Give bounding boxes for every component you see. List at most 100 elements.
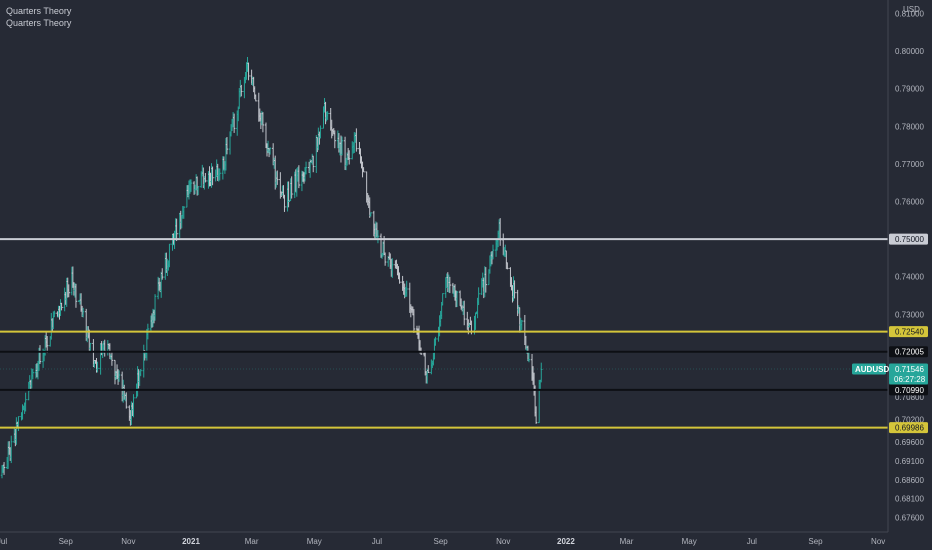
ohlc-bar [412, 309, 416, 333]
ohlc-bar [110, 351, 114, 366]
svg-text:AUDUSD: AUDUSD [855, 365, 889, 374]
level-price-tag: 0.72005 [889, 346, 928, 358]
x-tick-label: Sep [433, 537, 448, 546]
ohlc-bar [290, 176, 293, 199]
ohlc-bar [247, 62, 250, 81]
ohlc-bar [125, 392, 128, 409]
ohlc-bar [369, 212, 372, 217]
y-tick-label: 0.76000 [895, 198, 924, 207]
ohlc-bar [53, 310, 56, 318]
y-tick-label: 0.77000 [895, 160, 924, 169]
ohlc-bar [261, 112, 265, 133]
ohlc-bar [513, 280, 516, 299]
ohlc-bar [175, 218, 178, 242]
ohlc-bar [391, 258, 394, 278]
ohlc-bar [463, 300, 466, 326]
ohlc-bar [211, 166, 214, 186]
svg-text:0.72005: 0.72005 [895, 348, 924, 357]
ohlc-bar [333, 130, 337, 149]
ohlc-bar [225, 137, 229, 155]
svg-text:0.75000: 0.75000 [895, 235, 924, 244]
x-tick-label: Mar [620, 537, 634, 546]
y-tick-label: 0.69100 [895, 457, 924, 466]
ohlc-bar [448, 276, 452, 294]
ohlc-bar [477, 287, 480, 306]
ohlc-bar [340, 136, 344, 156]
ohlc-bar [312, 155, 315, 173]
ohlc-bar [81, 307, 85, 318]
ohlc-bar [427, 365, 430, 374]
bar-countdown: 06:27:28 [894, 375, 926, 384]
price-axis-background[interactable] [888, 0, 932, 532]
x-tick-label: Jul [0, 537, 7, 546]
ohlc-bar [10, 435, 13, 464]
svg-text:0.70990: 0.70990 [895, 386, 924, 395]
y-tick-label: 0.78000 [895, 122, 924, 131]
ohlc-bar [89, 342, 92, 353]
ohlc-bar [319, 125, 322, 139]
ohlc-bar [534, 406, 538, 424]
y-tick-label: 0.79000 [895, 85, 924, 94]
ohlc-bar [276, 170, 279, 185]
ohlc-bar [283, 194, 286, 212]
ohlc-bar [161, 268, 164, 280]
ohlc-bar [268, 147, 272, 155]
x-tick-label: Jul [372, 537, 382, 546]
x-tick-label: May [307, 537, 322, 546]
ohlc-bar [491, 244, 495, 260]
x-tick-label: Jul [747, 537, 757, 546]
x-tick-label: May [682, 537, 697, 546]
ohlc-bar [232, 113, 236, 133]
ohlc-bar [117, 370, 121, 382]
ohlc-bar [218, 168, 221, 181]
x-tick-label: 2021 [182, 537, 200, 546]
ohlc-bar [60, 302, 63, 311]
ohlc-bar [405, 280, 408, 297]
y-tick-label: 0.74000 [895, 273, 924, 282]
ohlc-bar [45, 336, 49, 354]
level-price-tag: 0.70990 [889, 384, 928, 396]
ohlc-bar [398, 272, 401, 284]
ohlc-bar [297, 165, 301, 189]
y-tick-label: 0.68600 [895, 476, 924, 485]
ohlc-bar [355, 128, 358, 152]
y-tick-label: 0.73000 [895, 310, 924, 319]
x-tick-label: Nov [871, 537, 885, 546]
level-price-tag: 0.69986 [889, 422, 928, 434]
svg-text:0.72540: 0.72540 [895, 328, 924, 337]
y-tick-label: 0.70200 [895, 416, 924, 425]
svg-text:0.71546: 0.71546 [895, 365, 924, 374]
ohlc-bar [254, 94, 257, 102]
ohlc-bar [204, 173, 207, 183]
ohlc-bar [168, 243, 171, 268]
y-tick-label: 0.67600 [895, 513, 924, 522]
ohlc-bar [31, 369, 35, 380]
ohlc-bar [132, 394, 135, 418]
ohlc-bar [304, 161, 308, 175]
time-axis-background[interactable] [0, 532, 932, 550]
svg-text:0.69986: 0.69986 [895, 424, 924, 433]
ohlc-bar [74, 283, 78, 308]
ohlc-bar [182, 206, 186, 219]
ohlc-bar [196, 186, 200, 196]
x-tick-label: Nov [121, 537, 135, 546]
ohlc-bar [240, 84, 243, 97]
x-tick-label: 2022 [557, 537, 575, 546]
ohlc-bar [24, 392, 27, 412]
legend-line-1: Quarters Theory [6, 6, 72, 16]
ohlc-bar [67, 284, 70, 298]
ohlc-bar [153, 294, 157, 321]
x-tick-label: Sep [59, 537, 74, 546]
y-tick-label: 0.70800 [895, 393, 924, 402]
ohlc-bar [484, 267, 487, 293]
y-tick-label: 0.69600 [895, 438, 924, 447]
ohlc-bar [139, 369, 142, 377]
ohlc-bar [96, 361, 99, 373]
x-tick-label: Sep [808, 537, 823, 546]
x-tick-label: Nov [496, 537, 510, 546]
ohlc-bar [362, 167, 365, 173]
ohlc-bar [455, 291, 459, 307]
indicator-legend: Quarters Theory Quarters Theory [6, 5, 71, 29]
x-tick-label: Mar [245, 537, 259, 546]
